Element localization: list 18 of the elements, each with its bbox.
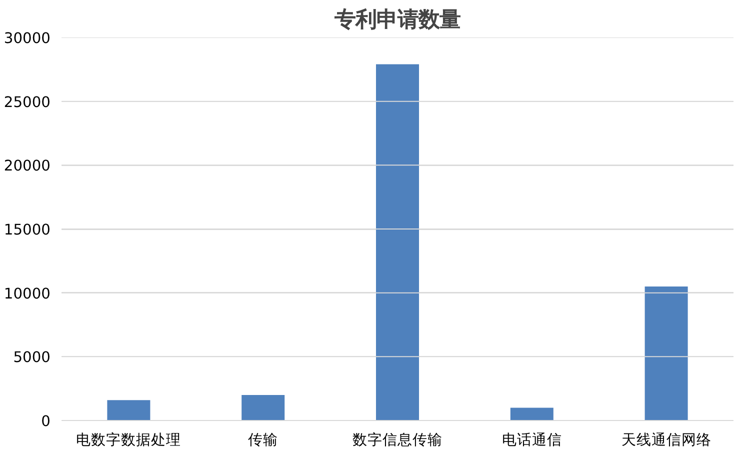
bar [107,400,150,420]
x-tick-label: 天线通信网络 [621,432,712,448]
y-tick-label: 25000 [4,94,50,111]
y-tick-label: 20000 [4,158,50,175]
bar [376,64,420,420]
x-tick-label: 数字信息传输 [352,432,442,448]
x-tick-label: 电话通信 [502,432,562,448]
y-tick-label: 5000 [13,349,51,366]
chart-title: 专利申请数量 [334,8,460,32]
y-tick-label: 0 [41,413,51,430]
bar [242,394,285,420]
bar [510,408,554,420]
y-tick-label: 15000 [4,222,50,238]
y-tick-label: 30000 [4,30,50,47]
y-tick-label: 10000 [4,285,50,302]
x-tick-label: 传输 [248,432,278,448]
bar [644,286,688,420]
x-tick-label: 电数字数据处理 [76,432,182,448]
